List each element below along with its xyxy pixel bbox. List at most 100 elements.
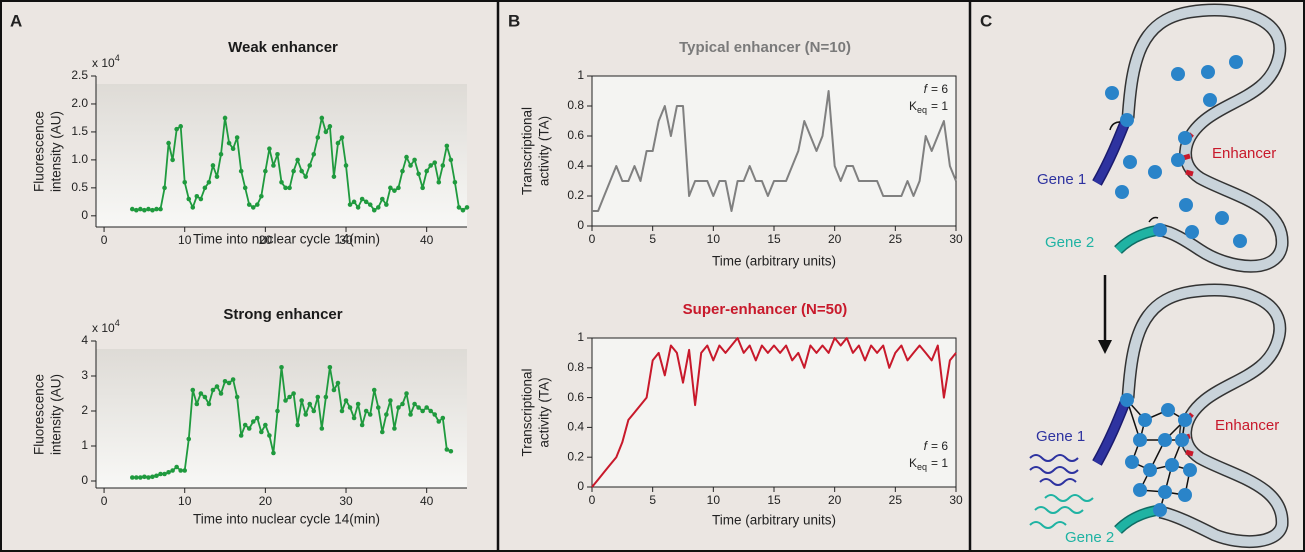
data-point	[440, 163, 446, 168]
plot-area	[96, 84, 467, 227]
data-point	[347, 202, 353, 207]
data-point	[359, 196, 365, 202]
data-point	[299, 168, 304, 174]
y-multiplier-exponent: 4	[115, 53, 120, 63]
data-point	[174, 464, 179, 470]
y-tick-label: 4	[81, 333, 88, 347]
data-point	[367, 202, 373, 207]
y-tick-label: 0.8	[567, 360, 584, 374]
data-point	[230, 377, 236, 382]
y-tick-label: 0	[577, 218, 584, 232]
y-tick-label: 0.6	[567, 390, 584, 404]
y-tick-label: 2.0	[71, 96, 88, 110]
data-point	[436, 179, 442, 185]
x-axis-label: Time into nuclear cycle 14(min)	[193, 512, 380, 527]
arrow-head	[1098, 340, 1112, 354]
data-point	[134, 207, 139, 213]
data-point	[424, 168, 429, 174]
data-point	[420, 408, 425, 414]
annotation-subscript: eq	[917, 105, 927, 115]
data-point	[315, 135, 321, 140]
data-point	[222, 115, 228, 121]
data-point	[242, 185, 248, 191]
data-point	[246, 202, 252, 207]
data-point	[154, 473, 159, 479]
data-point	[182, 468, 188, 473]
x-axis-label: Time into nuclear cycle 14(min)	[193, 232, 380, 247]
data-point	[408, 412, 413, 417]
x-tick-label: 10	[178, 233, 192, 247]
data-point	[214, 384, 220, 389]
data-point	[206, 401, 212, 407]
data-line	[592, 90, 957, 212]
data-point	[142, 207, 147, 213]
data-point	[129, 206, 135, 212]
data-point	[129, 475, 135, 480]
data-point	[327, 364, 333, 370]
data-point	[412, 401, 417, 407]
data-point	[138, 475, 143, 480]
annotation: Keq = 1	[909, 456, 948, 472]
data-point	[355, 401, 361, 407]
data-point	[246, 426, 252, 431]
data-point	[456, 205, 462, 210]
data-point	[162, 185, 167, 191]
y-axis-label: activity (TA)	[537, 377, 552, 447]
y-axis-label: activity (TA)	[537, 116, 552, 186]
data-point	[150, 207, 155, 213]
x-tick-label: 15	[767, 493, 781, 507]
data-point	[343, 163, 349, 168]
data-point	[134, 475, 139, 480]
x-tick-label: 30	[949, 232, 963, 246]
data-point	[190, 387, 196, 393]
annotation-symbol: K	[909, 99, 917, 113]
plot-area	[591, 337, 957, 488]
data-point	[367, 412, 373, 417]
data-point	[146, 206, 151, 212]
y-tick-label: 0.6	[567, 128, 584, 142]
panel-label: A	[10, 11, 22, 30]
data-point	[380, 429, 385, 435]
data-point	[388, 398, 393, 403]
x-tick-label: 0	[101, 233, 108, 247]
x-axis-label: Time (arbitrary units)	[712, 254, 836, 269]
annotation: f = 6	[924, 439, 949, 453]
data-point	[138, 206, 143, 212]
enhancer-label: Enhancer	[1215, 417, 1279, 434]
data-point	[255, 415, 260, 421]
diagram: Gene 1 Enhancer Gene 2 Gene 1 Enhancer G…	[1029, 3, 1289, 549]
data-line	[132, 366, 452, 479]
data-point	[359, 422, 365, 428]
transcripts	[1029, 494, 1094, 529]
data-point	[392, 426, 397, 431]
y-axis-label: Transcriptional	[520, 368, 535, 456]
data-point	[400, 168, 405, 174]
data-point	[210, 387, 216, 393]
x-tick-label: 40	[420, 494, 434, 508]
data-point	[380, 196, 385, 202]
data-point	[384, 412, 389, 417]
data-point	[303, 412, 308, 417]
data-point	[408, 163, 413, 168]
y-axis-label: intensity (AU)	[49, 374, 64, 455]
data-point	[150, 474, 155, 480]
chart-title: Super-enhancer (N=50)	[683, 301, 848, 318]
data-point	[186, 196, 192, 202]
data-point	[182, 179, 188, 185]
y-tick-label: 2.5	[71, 68, 88, 82]
data-point	[319, 115, 325, 121]
y-tick-label: 1	[577, 330, 584, 344]
data-point	[327, 124, 333, 129]
data-point	[448, 157, 454, 163]
data-point	[255, 202, 260, 207]
x-tick-label: 30	[949, 493, 963, 507]
data-point	[190, 205, 196, 210]
x-tick-label: 5	[649, 493, 656, 507]
data-point	[234, 135, 240, 140]
y-tick-label: 1.0	[71, 152, 88, 166]
data-point	[250, 205, 256, 210]
data-point	[460, 207, 466, 213]
data-point	[416, 171, 421, 177]
data-point	[202, 394, 208, 400]
data-point	[444, 447, 450, 452]
